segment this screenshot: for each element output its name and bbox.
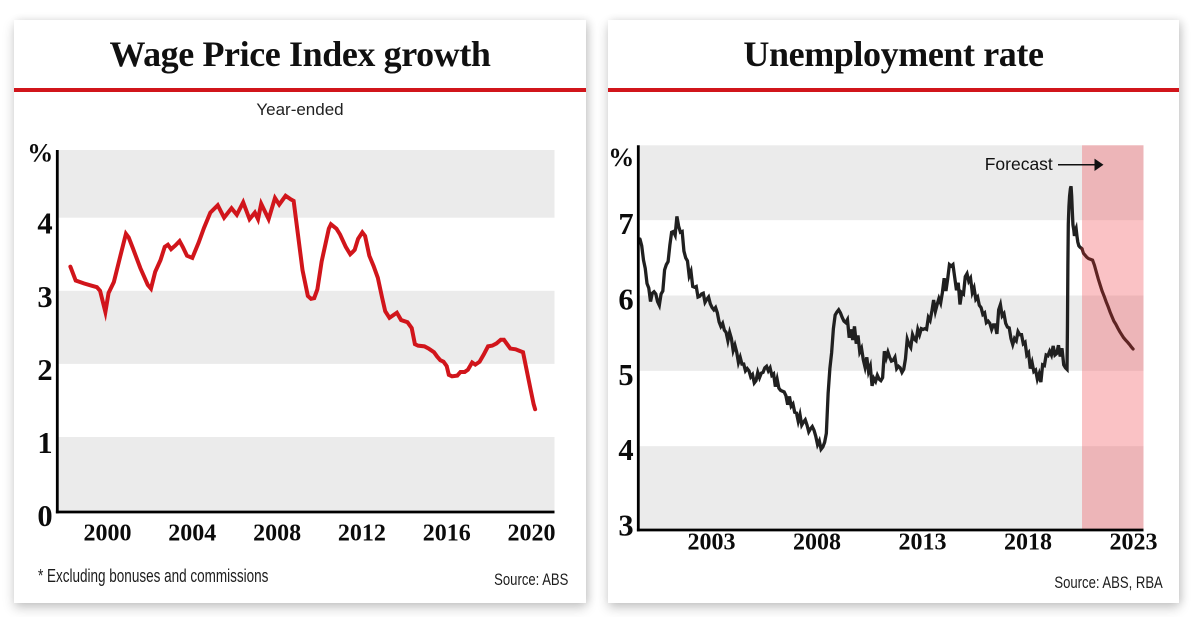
wpi-x-tick-label: 2008	[253, 520, 301, 546]
wpi-y-tick-label: 0	[37, 499, 52, 533]
unemployment-y-tick-label: 6	[618, 283, 633, 317]
wpi-grid-band	[58, 150, 555, 218]
unemployment-series-line-1	[1080, 247, 1135, 351]
wpi-grid-bands	[58, 150, 555, 512]
wpi-x-tick-label: 2012	[338, 520, 386, 546]
unemployment-x-tick-label: 2008	[793, 529, 841, 555]
wpi-y-axis-unit: %	[27, 139, 53, 168]
unemployment-y-tick-label: 3	[618, 509, 633, 543]
unemployment-chart-title: Unemployment rate	[743, 34, 1044, 74]
unemployment-grid-band	[639, 145, 1144, 221]
unemployment-grid-band	[639, 446, 1144, 530]
wpi-x-tick-label: 2020	[508, 520, 556, 546]
unemployment-forecast-band	[1082, 145, 1144, 531]
unemployment-y-tick-label: 5	[618, 358, 633, 392]
wpi-chart-subtitle: Year-ended	[256, 100, 344, 119]
unemployment-source: Source: ABS, RBA	[1054, 573, 1163, 592]
wpi-x-tick-label: 2004	[168, 520, 216, 546]
unemployment-y-axis-unit: %	[608, 143, 634, 172]
wpi-grid-band	[58, 290, 555, 364]
wpi-y-tick-label: 3	[37, 280, 52, 314]
unemployment-chart-card: Unemployment rate 3 4 5 6 7% 2003 2008 2013 2018…	[608, 20, 1179, 603]
unemployment-x-tick-label: 2018	[1004, 529, 1052, 555]
wpi-plot: 0 1 2 3 4% 2000 2004 2008 2012 2016 2020	[27, 139, 556, 547]
unemployment-x-tick-label: 2003	[688, 529, 736, 555]
unemployment-title-rule	[608, 88, 1179, 92]
wpi-x-tick-label: 2000	[84, 520, 132, 546]
wpi-chart-card: Wage Price Index growth Year-ended 0 1 2 3 4…	[14, 20, 586, 603]
wpi-y-tick-label: 2	[37, 353, 52, 387]
unemployment-annotation-label: Forecast	[985, 154, 1053, 174]
wpi-footnote: * Excluding bonuses and commissions	[38, 566, 269, 586]
wpi-title-rule	[14, 88, 586, 92]
wpi-x-tick-label: 2016	[423, 520, 471, 546]
unemployment-x-tick-label: 2013	[899, 529, 947, 555]
unemployment-plot: 3 4 5 6 7% 2003 2008 2013 2018 2023 Forecast	[608, 143, 1158, 555]
unemployment-grid-bands	[639, 145, 1144, 530]
wpi-chart-title: Wage Price Index growth	[109, 34, 491, 74]
unemployment-x-tick-label: 2023	[1110, 529, 1158, 555]
wpi-grid-band	[58, 437, 555, 512]
wpi-y-tick-label: 1	[37, 426, 52, 460]
wpi-y-tick-label: 4	[37, 207, 52, 241]
wpi-series-line-0	[68, 193, 538, 412]
unemployment-annotation-arrow-head	[1094, 158, 1104, 171]
unemployment-series-line-0	[638, 185, 1084, 453]
unemployment-y-tick-label: 4	[618, 433, 633, 467]
wpi-source: Source: ABS	[493, 570, 568, 589]
unemployment-y-tick-label: 7	[618, 207, 633, 241]
